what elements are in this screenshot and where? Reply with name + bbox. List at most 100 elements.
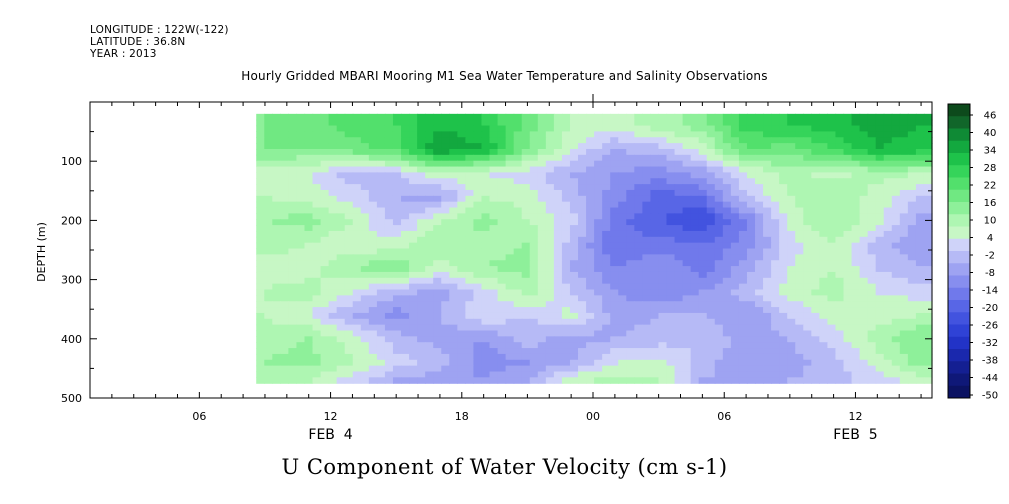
heatmap-cell bbox=[280, 154, 289, 162]
heatmap-cell bbox=[755, 184, 764, 191]
heatmap-cell bbox=[553, 377, 563, 384]
heatmap-cell bbox=[714, 207, 724, 214]
heatmap-cell bbox=[851, 295, 861, 302]
heatmap-cell bbox=[264, 137, 273, 144]
heatmap-cell bbox=[827, 119, 837, 127]
heatmap-cell bbox=[272, 371, 281, 378]
heatmap-cell bbox=[915, 219, 925, 226]
heatmap-cell bbox=[771, 195, 780, 203]
heatmap-cell bbox=[473, 207, 483, 214]
heatmap-cell bbox=[851, 213, 861, 220]
heatmap-cell bbox=[288, 137, 298, 144]
heatmap-cell bbox=[899, 131, 909, 138]
heatmap-cell bbox=[666, 160, 676, 168]
heatmap-cell bbox=[529, 207, 539, 214]
heatmap-cell bbox=[755, 189, 764, 197]
heatmap-cell bbox=[867, 301, 877, 308]
heatmap-cell bbox=[553, 248, 563, 255]
heatmap-cell bbox=[650, 201, 660, 209]
heatmap-cell bbox=[296, 260, 306, 267]
heatmap-cell bbox=[320, 330, 330, 337]
heatmap-cell bbox=[368, 242, 378, 250]
heatmap-cell bbox=[787, 336, 796, 343]
heatmap-cell bbox=[891, 236, 901, 244]
heatmap-cell bbox=[304, 271, 314, 279]
heatmap-cell bbox=[578, 336, 587, 343]
heatmap-cell bbox=[602, 225, 611, 232]
heatmap-cell bbox=[537, 318, 547, 326]
heatmap-cell bbox=[328, 336, 338, 343]
heatmap-cell bbox=[803, 119, 812, 127]
heatmap-cell bbox=[360, 137, 370, 144]
heatmap-cell bbox=[473, 160, 483, 168]
heatmap-cell bbox=[288, 260, 298, 267]
heatmap-cell bbox=[368, 166, 378, 173]
heatmap-cell bbox=[304, 277, 314, 285]
heatmap-cell bbox=[505, 230, 515, 238]
heatmap-cell bbox=[352, 301, 362, 308]
heatmap-cell bbox=[907, 342, 917, 349]
heatmap-cell bbox=[899, 113, 909, 121]
heatmap-cell bbox=[602, 213, 611, 220]
heatmap-cell bbox=[569, 318, 579, 326]
heatmap-cell bbox=[344, 219, 354, 226]
heatmap-cell bbox=[449, 371, 458, 378]
heatmap-cell bbox=[682, 260, 692, 267]
heatmap-cell bbox=[553, 318, 563, 326]
heatmap-cell bbox=[272, 254, 281, 261]
heatmap-cell bbox=[481, 307, 491, 314]
heatmap-cell bbox=[304, 137, 314, 144]
heatmap-cell bbox=[907, 359, 917, 367]
heatmap-cell bbox=[851, 301, 861, 308]
heatmap-cell bbox=[626, 336, 635, 343]
heatmap-cell bbox=[795, 160, 804, 168]
heatmap-cell bbox=[883, 219, 893, 226]
heatmap-cell bbox=[811, 365, 820, 373]
heatmap-cell bbox=[771, 301, 780, 308]
heatmap-cell bbox=[690, 113, 700, 121]
heatmap-cell bbox=[811, 359, 820, 367]
heatmap-cell bbox=[497, 160, 507, 168]
heatmap-cell bbox=[674, 225, 684, 232]
heatmap-cell bbox=[578, 271, 587, 279]
heatmap-cell bbox=[787, 154, 796, 162]
heatmap-cell bbox=[763, 213, 772, 220]
heatmap-cell bbox=[449, 125, 458, 133]
heatmap-cell bbox=[706, 254, 716, 261]
heatmap-cell bbox=[763, 342, 772, 349]
heatmap-cell bbox=[907, 312, 917, 320]
heatmap-cell bbox=[626, 254, 635, 261]
heatmap-cell bbox=[867, 207, 877, 214]
heatmap-cell bbox=[867, 365, 877, 373]
heatmap-cell bbox=[867, 348, 877, 355]
heatmap-cell bbox=[489, 260, 499, 267]
heatmap-cell bbox=[352, 295, 362, 302]
heatmap-cell bbox=[811, 236, 820, 244]
heatmap-cell bbox=[465, 125, 475, 133]
heatmap-cell bbox=[738, 371, 748, 378]
heatmap-cell bbox=[545, 353, 555, 361]
heatmap-cell bbox=[441, 230, 450, 238]
heatmap-cell bbox=[642, 254, 652, 261]
heatmap-cell bbox=[417, 301, 426, 308]
heatmap-cell bbox=[304, 195, 314, 203]
heatmap-cell bbox=[915, 277, 925, 285]
heatmap-cell bbox=[441, 365, 450, 373]
heatmap-cell bbox=[545, 131, 555, 138]
heatmap-cell bbox=[288, 154, 298, 162]
heatmap-cell bbox=[594, 295, 603, 302]
heatmap-cell bbox=[320, 184, 330, 191]
heatmap-cell bbox=[666, 312, 676, 320]
heatmap-cell bbox=[795, 166, 804, 173]
heatmap-cell bbox=[827, 201, 837, 209]
colorbar-swatch bbox=[948, 238, 970, 252]
heatmap-cell bbox=[626, 324, 635, 332]
heatmap-cell bbox=[835, 283, 845, 291]
heatmap-cell bbox=[304, 172, 314, 179]
heatmap-cell bbox=[537, 207, 547, 214]
heatmap-cell bbox=[545, 225, 555, 232]
heatmap-cell bbox=[714, 371, 724, 378]
heatmap-cell bbox=[658, 307, 668, 314]
heatmap-cell bbox=[264, 377, 273, 384]
heatmap-cell bbox=[899, 213, 909, 220]
